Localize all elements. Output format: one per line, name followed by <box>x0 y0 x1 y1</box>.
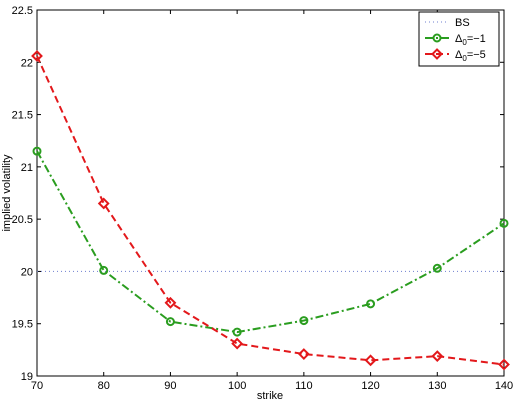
x-tick-label: 100 <box>228 380 246 392</box>
data-point <box>297 348 310 360</box>
data-point <box>31 50 43 62</box>
data-point <box>498 358 510 371</box>
y-tick-label: 19 <box>21 371 33 383</box>
legend-label-2: Δ0=−5 <box>455 49 486 63</box>
data-point <box>231 337 244 350</box>
y-tick-label: 21 <box>21 162 33 174</box>
series-line-2 <box>36 55 505 366</box>
data-point <box>232 327 242 337</box>
data-point <box>165 317 175 327</box>
data-point <box>432 263 442 273</box>
legend-label-0: BS <box>455 17 470 29</box>
y-axis-label: implied volatility <box>1 154 13 232</box>
series-1 <box>32 146 509 337</box>
x-tick-label: 80 <box>98 380 110 392</box>
data-point <box>364 354 377 367</box>
legend-label-1: Δ0=−1 <box>455 33 486 47</box>
data-point <box>366 299 376 309</box>
plot-frame <box>36 9 505 377</box>
data-point <box>99 265 109 275</box>
y-tick-label: 20.5 <box>12 214 33 226</box>
data-point <box>164 296 177 309</box>
series-2 <box>31 50 510 371</box>
data-point <box>431 350 444 363</box>
legend-marker-1 <box>432 33 442 43</box>
y-tick-label: 20 <box>21 266 33 278</box>
x-tick-label: 90 <box>164 380 176 392</box>
y-tick-label: 21.5 <box>12 110 33 122</box>
data-point <box>32 146 42 156</box>
y-tick-label: 22.5 <box>12 5 33 17</box>
legend: BS Δ0=−1 Δ0=−5 <box>418 11 500 67</box>
y-tick-label: 19.5 <box>12 319 33 331</box>
data-point <box>299 316 309 326</box>
x-axis-label: strike <box>257 390 283 402</box>
x-tick-label: 110 <box>295 380 313 392</box>
data-point <box>499 218 509 228</box>
x-tick-label: 120 <box>361 380 379 392</box>
series-line-1 <box>36 150 505 334</box>
y-tick-label: 22 <box>21 57 33 69</box>
legend-marker-2 <box>431 48 443 60</box>
series-layer <box>31 50 510 371</box>
x-tick-label: 140 <box>495 380 513 392</box>
x-tick-label: 130 <box>428 380 446 392</box>
axis-ticks: 70 80 90 100 110 120 130 140 19 19.5 20 20.5 21 21.5 2… <box>12 5 514 392</box>
data-point <box>97 197 110 210</box>
x-tick-label: 70 <box>31 380 43 392</box>
